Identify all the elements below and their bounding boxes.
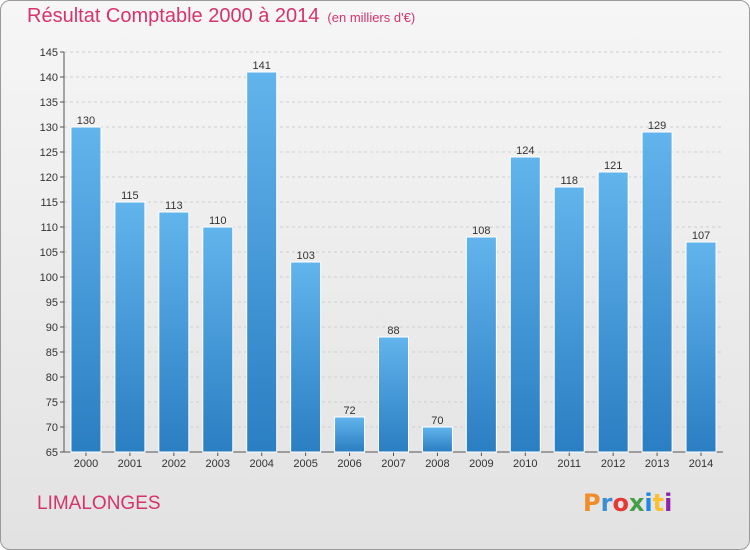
labels: 130 115 113 110 141 103 72 88 70 108 124 118 121 129 1…	[77, 60, 710, 427]
value-label-2009: 108	[472, 225, 490, 237]
value-label-2008: 70	[431, 415, 443, 427]
y-tick-label: 100	[40, 272, 58, 284]
commune-name: LIMALONGES	[37, 493, 161, 514]
y-tick-label: 125	[40, 147, 58, 159]
value-label-2003: 110	[209, 215, 227, 227]
value-label-2014: 107	[692, 230, 710, 242]
logo-letter: r	[600, 489, 613, 517]
value-label-2010: 124	[516, 145, 534, 157]
x-tick-label-2000: 2000	[74, 458, 98, 470]
bar-2004	[246, 71, 278, 453]
x-tick-label-2013: 2013	[645, 458, 669, 470]
y-tick-label: 70	[46, 422, 58, 434]
value-label-2007: 88	[387, 325, 399, 337]
value-label-2000: 130	[77, 115, 95, 127]
proxiti-logo: Proxiti	[583, 489, 672, 517]
y-tick-label: 85	[46, 347, 58, 359]
y-tick-label: 75	[46, 397, 58, 409]
bar-2013	[641, 131, 673, 453]
bar-2005	[290, 261, 322, 453]
x-tick-label-2011: 2011	[557, 458, 581, 470]
bar-2000	[70, 126, 102, 453]
y-tick-label: 115	[40, 197, 58, 209]
logo-letter: P	[583, 489, 601, 517]
x-tick-label-2007: 2007	[381, 458, 405, 470]
x-tick-label-2014: 2014	[689, 458, 713, 470]
bar-2011	[553, 186, 585, 453]
y-tick-label: 90	[46, 322, 58, 334]
y-tick-label: 135	[40, 97, 58, 109]
bar-2002	[158, 211, 190, 453]
logo-letter: t	[652, 489, 665, 517]
bar-2008	[421, 426, 453, 453]
x-tick-label-2004: 2004	[249, 458, 273, 470]
bar-2010	[509, 156, 541, 453]
y-tick-label: 105	[40, 247, 58, 259]
x-tick-label-2005: 2005	[293, 458, 317, 470]
x-tick-label-2012: 2012	[601, 458, 625, 470]
y-tick-label: 140	[40, 72, 58, 84]
x-tick-label-2002: 2002	[162, 458, 186, 470]
x-tick-label-2003: 2003	[206, 458, 230, 470]
bar-2001	[114, 201, 146, 453]
y-tick-label: 65	[46, 447, 58, 459]
chart-subtitle: (en milliers d'€)	[327, 10, 416, 25]
value-label-2004: 141	[253, 60, 271, 72]
bar-2006	[334, 416, 366, 453]
value-label-2011: 118	[560, 175, 578, 187]
value-label-2002: 113	[165, 200, 183, 212]
x-tick-label-2008: 2008	[425, 458, 449, 470]
bars	[70, 71, 717, 453]
y-tick-label: 120	[40, 172, 58, 184]
logo-letter: i	[664, 489, 673, 517]
y-tick-label: 80	[46, 372, 58, 384]
y-tick-label: 110	[40, 222, 58, 234]
y-tick-label: 95	[46, 297, 58, 309]
bar-2007	[378, 336, 409, 453]
x-tick-label-2010: 2010	[513, 458, 537, 470]
value-label-2001: 115	[121, 190, 139, 202]
x-tick-label-2006: 2006	[337, 458, 361, 470]
chart-title: Résultat Comptable 2000 à 2014	[27, 5, 320, 27]
x-tick-label-2009: 2009	[469, 458, 493, 470]
logo-letter: x	[628, 489, 645, 517]
bar-2012	[597, 171, 629, 453]
logo-letter: o	[612, 489, 629, 517]
y-tick-label: 130	[40, 122, 58, 134]
x-tick-label-2001: 2001	[118, 458, 142, 470]
value-label-2012: 121	[604, 160, 622, 172]
bar-2014	[685, 241, 717, 453]
y-tick-label: 145	[40, 47, 58, 59]
value-label-2005: 103	[296, 250, 314, 262]
logo-letter: i	[644, 489, 653, 517]
chart-title-block: Résultat Comptable 2000 à 2014 (en millie…	[27, 5, 415, 28]
bar-2003	[202, 226, 234, 453]
bar-2009	[465, 236, 497, 453]
value-label-2006: 72	[343, 405, 355, 417]
value-label-2013: 129	[648, 120, 666, 132]
